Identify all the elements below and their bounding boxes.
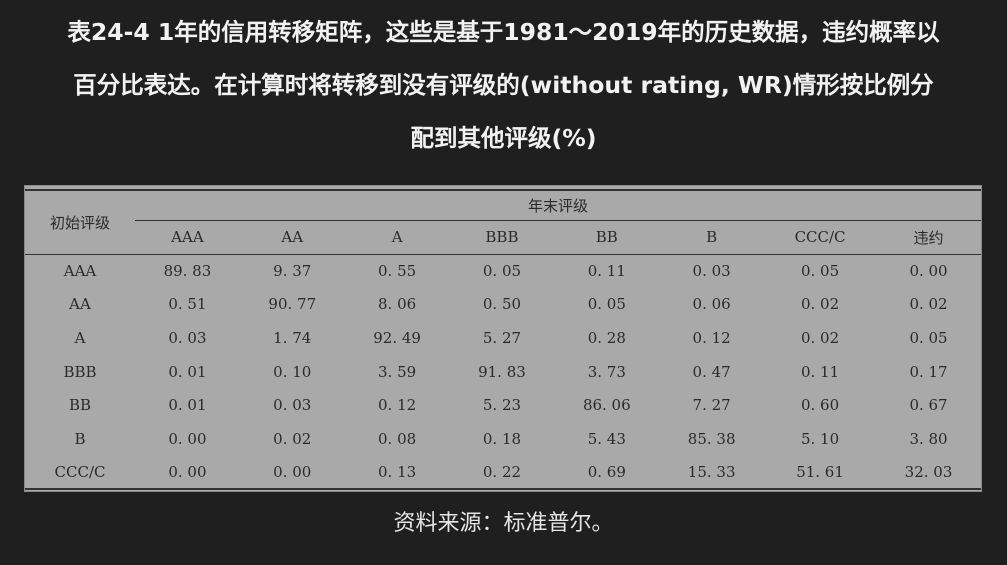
- table-cell: 5. 43: [587, 429, 626, 448]
- row-rating-label: BB: [68, 396, 92, 415]
- row-rating-label: B: [74, 429, 86, 448]
- row-rating-label: BBB: [63, 362, 97, 381]
- table-cell: 0. 12: [378, 396, 417, 415]
- table-cell: 51. 61: [796, 463, 844, 482]
- column-header-row: AAA AA A BBB BB B CCC/C 违约: [25, 220, 981, 254]
- table-cell: 1. 74: [273, 328, 312, 347]
- group-header-label: 年末评级: [527, 197, 588, 215]
- transition-matrix-table: 初始评级 年末评级 AAA AA A BBB BB B CCC/C 违约 AAA 89. 83 9…: [24, 185, 982, 492]
- table-cell: 15. 33: [687, 463, 736, 482]
- table-cell: 0. 03: [273, 396, 312, 415]
- source-caption: 资料来源：标准普尔。: [393, 511, 614, 536]
- table-cell: 85. 38: [687, 429, 736, 448]
- table-cell: 89. 83: [163, 261, 212, 280]
- table-cell: 0. 02: [800, 328, 840, 347]
- table-cell: 32. 03: [904, 463, 953, 482]
- table-cell: 0. 06: [692, 295, 731, 314]
- table-cell: 0. 01: [168, 362, 207, 381]
- table-cell: 0. 67: [909, 396, 948, 415]
- table-cell: 0. 69: [587, 463, 626, 482]
- table-cell: 5. 23: [482, 396, 522, 415]
- table-cell: 0. 51: [168, 295, 207, 314]
- table-cell: 0. 60: [800, 396, 840, 415]
- table-cell: 0. 02: [909, 295, 948, 314]
- table-row: BBB 0. 01 0. 10 3. 59 91. 83 3. 73 0. 47 0. 11 0…: [25, 355, 981, 389]
- table-row: BB 0. 01 0. 03 0. 12 5. 23 86. 06 7. 27 0. 60 0.…: [25, 388, 981, 422]
- table-cell: 7. 27: [692, 396, 731, 415]
- table-cell: 0. 00: [273, 463, 312, 482]
- table-cell: 0. 03: [692, 261, 731, 280]
- table-cell: 0. 08: [378, 429, 417, 448]
- bottom-rule: [25, 488, 981, 490]
- table-cell: 86. 06: [582, 396, 631, 415]
- row-rating-label: AAA: [63, 261, 97, 280]
- table-cell: 3. 59: [378, 362, 417, 381]
- table-cell: 0. 05: [482, 261, 522, 280]
- table-cell: 5. 10: [800, 429, 840, 448]
- table-cell: 0. 55: [378, 261, 417, 280]
- column-header: BBB: [485, 228, 519, 246]
- column-header: AA: [281, 228, 304, 246]
- table-cell: 0. 28: [587, 328, 626, 347]
- table-cell: 0. 22: [482, 463, 522, 482]
- table-row: B 0. 00 0. 02 0. 08 0. 18 5. 43 85. 38 5. 10 3. …: [25, 422, 981, 456]
- table-cell: 0. 01: [168, 396, 207, 415]
- table-cell: 0. 05: [587, 295, 626, 314]
- table-cell: 0. 00: [168, 463, 207, 482]
- table-cell: 0. 03: [168, 328, 207, 347]
- column-header: A: [391, 228, 403, 246]
- table-row: CCC/C 0. 00 0. 00 0. 13 0. 22 0. 69 15. 33 51. …: [25, 456, 981, 490]
- table-cell: 9. 37: [273, 261, 312, 280]
- table-cell: 0. 00: [909, 261, 948, 280]
- table-cell: 0. 11: [587, 261, 626, 280]
- table-cell: 92. 49: [373, 328, 421, 347]
- title-line-3: 配到其他评级(%): [410, 124, 597, 152]
- table-cell: 0. 02: [800, 295, 840, 314]
- table-cell: 8. 06: [378, 295, 417, 314]
- table-cell: 5. 27: [482, 328, 522, 347]
- table-cell: 0. 47: [692, 362, 731, 381]
- column-header: B: [706, 228, 718, 246]
- row-rating-label: AA: [69, 295, 91, 314]
- column-header: CCC/C: [794, 228, 846, 246]
- title-line-2: 百分比表达。在计算时将转移到没有评级的(without rating, WR)情…: [73, 71, 934, 99]
- table-cell: 0. 00: [168, 429, 207, 448]
- table-cell: 0. 05: [909, 328, 948, 347]
- matrix: 初始评级 年末评级 AAA AA A BBB BB B CCC/C 违约 AAA 89. 83 9…: [25, 191, 981, 489]
- title-line-1: 表24-4 1年的信用转移矩阵，这些是基于1981～2019年的历史数据，违约概…: [67, 18, 940, 46]
- top-rule: [25, 189, 981, 191]
- table-cell: 0. 17: [909, 362, 948, 381]
- table-cell: 0. 18: [482, 429, 522, 448]
- table-cell: 0. 13: [378, 463, 417, 482]
- table-cell: 0. 05: [800, 261, 840, 280]
- table-cell: 90. 77: [268, 295, 317, 314]
- table-cell: 0. 02: [273, 429, 312, 448]
- table-row: AA 0. 51 90. 77 8. 06 0. 50 0. 05 0. 06 0. 02 0.…: [25, 288, 981, 322]
- header-rule: [25, 254, 981, 255]
- table-cell: 0. 10: [273, 362, 312, 381]
- table-cell: 0. 11: [800, 362, 840, 381]
- table-title: 表24-4 1年的信用转移矩阵，这些是基于1981～2019年的历史数据，违约概…: [10, 6, 997, 165]
- table-cell: 0. 12: [692, 328, 731, 347]
- table-cell: 0. 50: [482, 295, 522, 314]
- row-header-label: 初始评级: [49, 214, 110, 232]
- group-header-rule: [135, 220, 981, 221]
- column-header: BB: [595, 228, 618, 246]
- table-cell: 91. 83: [478, 362, 526, 381]
- column-header: AAA: [171, 228, 204, 246]
- table-cell: 3. 80: [909, 429, 948, 448]
- table-row: AAA 89. 83 9. 37 0. 55 0. 05 0. 11 0. 03 0. 05 0…: [25, 254, 981, 288]
- row-rating-label: CCC/C: [54, 463, 106, 482]
- matrix-body: AAA 89. 83 9. 37 0. 55 0. 05 0. 11 0. 03 0. 05 0…: [25, 254, 981, 489]
- row-rating-label: A: [74, 328, 86, 347]
- table-row: A 0. 03 1. 74 92. 49 5. 27 0. 28 0. 12 0. 02 0. …: [25, 321, 981, 355]
- table-cell: 3. 73: [587, 362, 626, 381]
- column-header: 违约: [913, 228, 944, 247]
